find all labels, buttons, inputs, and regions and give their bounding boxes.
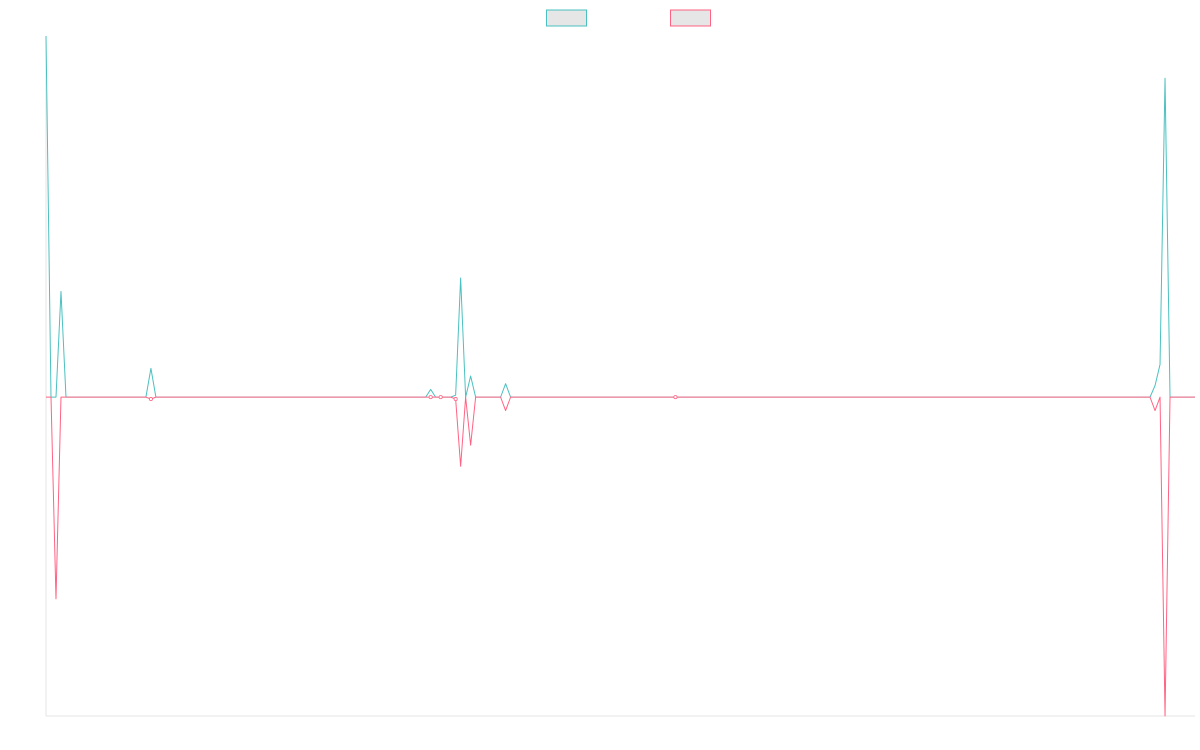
series-line-0 <box>45 35 1195 398</box>
data-point-2 <box>438 395 443 400</box>
legend-swatch-1 <box>670 9 711 27</box>
data-point-0 <box>148 397 153 402</box>
legend-item-0[interactable] <box>546 9 587 27</box>
legend-swatch-0 <box>546 9 587 27</box>
legend-item-1[interactable] <box>670 9 711 27</box>
data-point-4 <box>673 395 678 400</box>
series-line-1 <box>46 396 1195 717</box>
data-point-1 <box>428 395 433 400</box>
series-lines <box>45 35 1195 717</box>
legend[interactable] <box>546 9 711 27</box>
axes <box>45 36 1195 717</box>
series-markers <box>148 395 678 402</box>
data-point-3 <box>453 397 458 402</box>
